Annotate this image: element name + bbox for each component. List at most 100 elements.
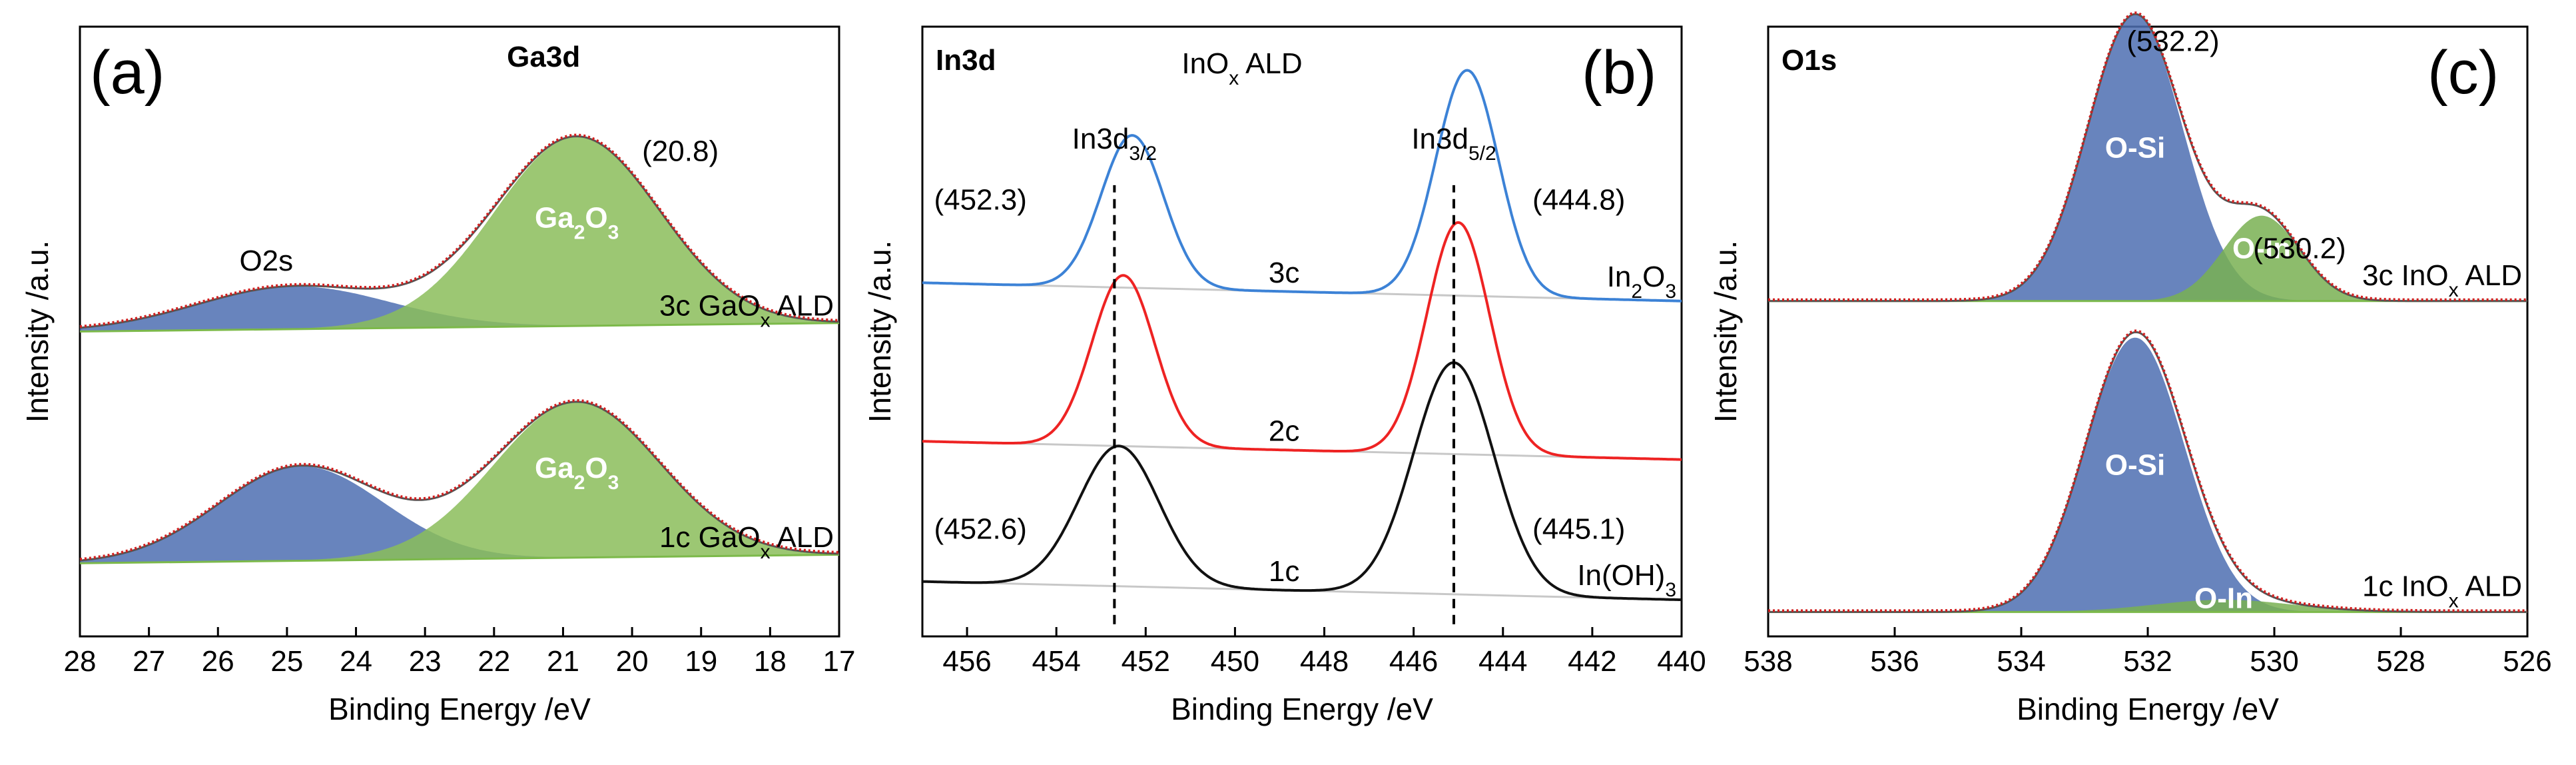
spectrum-1c	[922, 361, 1682, 602]
chemical-state-label: In(OH)3	[1577, 559, 1676, 601]
x-tick-label: 528	[2376, 645, 2425, 678]
x-tick-label: 23	[409, 645, 442, 678]
x-tick-label: 25	[270, 645, 303, 678]
x-tick-label: 456	[942, 645, 991, 678]
peak-line-label: In3d3/2	[1072, 123, 1157, 165]
x-tick-label: 446	[1389, 645, 1438, 678]
peak-label: O-Si	[2105, 132, 2165, 165]
y-axis-label: Intensity /a.u.	[1708, 241, 1743, 423]
x-tick-label: 18	[754, 645, 787, 678]
x-tick-label: 17	[823, 645, 856, 678]
x-tick-label: 454	[1032, 645, 1080, 678]
x-tick-label: 442	[1568, 645, 1616, 678]
core-level-title: Ga3d	[507, 41, 580, 73]
label-text: In	[1607, 261, 1632, 293]
label-subscript: 3	[1665, 579, 1676, 601]
label-subscript: x	[1229, 67, 1239, 89]
component-ga2o3	[80, 137, 839, 332]
label-text: ALD	[771, 521, 834, 554]
y-axis-label: Intensity /a.u.	[862, 241, 897, 423]
component-o2s	[80, 466, 839, 564]
panel-c: 538 536 534 532 530 528 526 Binding Energy /eV I…	[1708, 11, 2552, 726]
spectrum-2c	[922, 221, 1682, 461]
component-o2s	[80, 286, 839, 332]
panel-label: (c)	[2427, 39, 2499, 107]
label-subscript: 3/2	[1129, 143, 1157, 165]
label-subscript: 5/2	[1468, 143, 1496, 165]
label-text: ALD	[1239, 47, 1302, 80]
panel-label: (a)	[90, 39, 164, 107]
x-tick-label: 538	[1744, 645, 1792, 678]
series-label: 2c	[1269, 415, 1299, 448]
label-subscript: x	[2449, 279, 2459, 301]
chart-subtitle: InOx ALD	[1181, 47, 1302, 89]
label-subscript: x	[2449, 590, 2459, 612]
component-ga2o3	[80, 402, 839, 564]
series-label: 1c	[1269, 555, 1299, 588]
x-tick-label: 534	[1997, 645, 2045, 678]
data-trace	[79, 398, 839, 561]
peak-label: O-Si	[2105, 449, 2165, 482]
peak-label-text: Ga	[535, 452, 574, 484]
data-trace	[1768, 11, 2527, 301]
label-text: In3d	[1072, 123, 1129, 155]
data-trace	[1768, 329, 2527, 612]
spectrum-label: 1c GaOx ALD	[659, 521, 834, 563]
panel-label: (b)	[1582, 39, 1656, 107]
x-tick-label: 450	[1211, 645, 1259, 678]
label-text: In(OH)	[1577, 559, 1665, 592]
component-o-si	[1768, 337, 2527, 612]
x-tick-label: 440	[1657, 645, 1706, 678]
label-subscript: 3	[1665, 280, 1676, 302]
series-label: 3c	[1269, 257, 1299, 289]
peak-label-sub: 2	[574, 221, 585, 243]
x-tick-label: 532	[2123, 645, 2172, 678]
peak-label: O-In	[2232, 233, 2291, 265]
spectrum-label: 3c InOx ALD	[2362, 259, 2522, 301]
peak-label-text: O	[585, 201, 607, 234]
peak-energy-annotation: (445.1)	[1532, 513, 1625, 546]
x-tick-label: 21	[547, 645, 579, 678]
peak-label-sub: 3	[608, 471, 619, 493]
x-tick-label: 19	[685, 645, 717, 678]
x-tick-label: 20	[616, 645, 649, 678]
chemical-state-label: In2O3	[1607, 261, 1676, 303]
panel-b: 456 454 452 450 448 446 444 442 440 Binding Energ…	[862, 25, 1706, 726]
label-text: 1c GaO	[659, 521, 761, 554]
data-trace	[79, 133, 840, 328]
baseline-line	[79, 553, 840, 564]
peak-label-sub: 2	[574, 471, 585, 493]
spectrum-label: 1c InOx ALD	[2362, 570, 2522, 612]
core-level-title: In3d	[936, 44, 996, 77]
peak-line-label: In3d5/2	[1411, 123, 1496, 165]
spectrum-3c	[922, 69, 1682, 303]
x-axis-label: Binding Energy /eV	[328, 692, 591, 726]
x-tick-label: 28	[64, 645, 97, 678]
label-text: 3c GaO	[659, 290, 761, 323]
peak-energy-annotation: (452.3)	[934, 184, 1026, 217]
peak-energy-annotation: (530.2)	[2253, 233, 2346, 265]
plot-frame-b	[921, 25, 1683, 638]
peak-energy-annotation: (444.8)	[1532, 184, 1625, 217]
label-text: 1c InO	[2362, 570, 2449, 602]
x-tick-label: 530	[2250, 645, 2298, 678]
label-text: ALD	[2459, 570, 2522, 602]
x-tick-label: 452	[1122, 645, 1170, 678]
x-tick-label: 448	[1300, 645, 1349, 678]
peak-energy-annotation: (532.2)	[2126, 25, 2219, 58]
x-axis-label: Binding Energy /eV	[1171, 692, 1433, 726]
x-tick-label: 526	[2503, 645, 2551, 678]
label-text: O	[1642, 261, 1665, 293]
label-text: ALD	[771, 290, 834, 323]
x-tick-label: 27	[133, 645, 165, 678]
peak-energy-annotation: (20.8)	[642, 135, 719, 167]
peak-energy-annotation: O2s	[239, 245, 293, 277]
baseline-line	[79, 322, 840, 333]
x-tick-label: 444	[1478, 645, 1527, 678]
x-axis-label: Binding Energy /eV	[2017, 692, 2279, 726]
spectrum-label: 3c GaOx ALD	[659, 290, 834, 332]
peak-label: Ga2O3	[535, 452, 619, 494]
component-o-si	[1768, 14, 2527, 301]
peak-energy-annotation: (452.6)	[934, 513, 1026, 546]
